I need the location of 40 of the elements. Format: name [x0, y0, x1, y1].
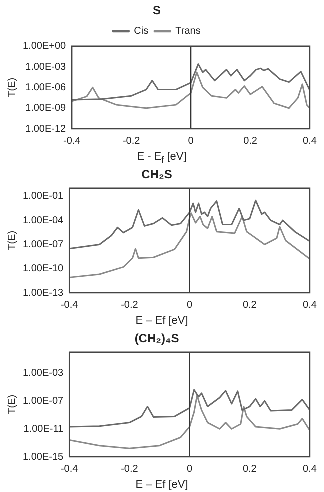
x-tick-label: -0.2: [121, 464, 139, 475]
x-tick-label: -0.2: [121, 300, 139, 311]
x-tick-label: 0: [187, 300, 194, 311]
y-tick-label: 1.00E-07: [22, 396, 64, 407]
x-axis-title: E - E$_{f}$ [eV]: [136, 150, 188, 166]
y-tick-label: 1.00E-12: [26, 124, 67, 135]
x-tick-label: 0.4: [303, 136, 318, 147]
x-tick-label: 0: [187, 464, 194, 475]
x-tick-label: 0.2: [242, 464, 258, 475]
y-axis-title: T(E): [6, 230, 18, 250]
legend-label: Cis: [134, 26, 149, 38]
y-tick-label: 1.00E-03: [26, 62, 67, 73]
x-tick-label: -0.4: [60, 300, 79, 311]
y-tick-label: 1.00E-06: [26, 82, 67, 94]
y-tick-label: 1.00E-11: [24, 424, 64, 435]
x-tick-label: -0.4: [60, 464, 79, 475]
x-tick-label: -0.2: [122, 136, 141, 147]
y-tick-label: 1.00E-15: [22, 452, 64, 463]
y-tick-label: 1.00E-01: [22, 191, 64, 202]
y-tick-label: 1.00E-04: [22, 215, 64, 226]
x-axis-title: E – Ef [eV]: [134, 314, 190, 328]
y-tick-label: 1.00E-09: [26, 103, 67, 114]
y-tick-label: 1.00E+00: [22, 41, 67, 52]
x-tick-label: 0.2: [242, 300, 258, 311]
x-tick-label: 0.4: [303, 464, 318, 475]
x-tick-label: 0.4: [303, 300, 318, 311]
y-tick-label: 1.00E-13: [22, 288, 64, 299]
x-tick-label: 0: [188, 136, 194, 147]
legend-label: Trans: [176, 26, 201, 38]
x-axis-title: E – Ef [eV]: [134, 478, 190, 492]
y-tick-label: 1.00E-10: [22, 264, 64, 275]
y-axis-title: T(E): [6, 394, 18, 414]
x-tick-label: -0.4: [63, 136, 82, 147]
chart-title: S: [152, 4, 162, 18]
chart-title: CH₂S: [142, 168, 172, 182]
y-tick-label: 1.00E-03: [22, 368, 64, 380]
y-tick-label: 1.00E-07: [22, 239, 64, 250]
x-tick-label: 0.2: [244, 136, 258, 147]
chart-title: (CH₂)₄S: [134, 332, 180, 346]
y-axis-title: T(E): [6, 78, 18, 98]
